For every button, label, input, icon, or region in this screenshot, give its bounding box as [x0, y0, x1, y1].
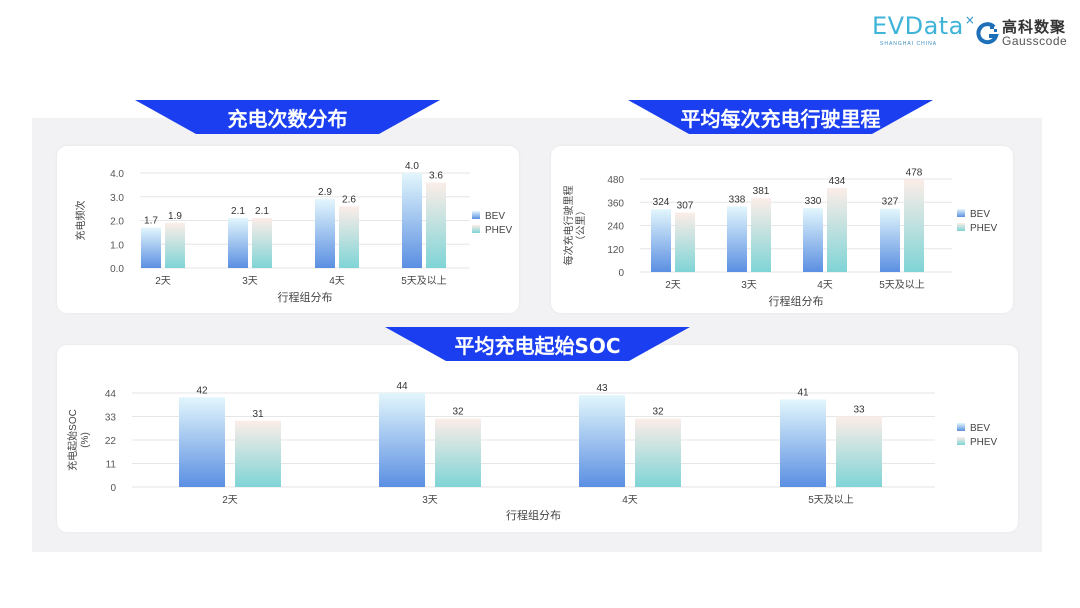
chart-title: 平均充电起始SOC: [454, 333, 621, 358]
banner-mileage: 平均每次充电行驶里程: [628, 100, 933, 134]
card-charge-count: [57, 146, 519, 313]
card-mileage: [551, 146, 1013, 313]
gausscode-en: Gausscode: [1002, 34, 1068, 48]
evdata-x-mark-icon: ×: [964, 13, 976, 27]
banner-soc: 平均充电起始SOC: [385, 327, 690, 361]
evdata-logo: EVData × SHANGHAI CHINA: [872, 14, 975, 47]
chart-title: 平均每次充电行驶里程: [680, 106, 881, 131]
banner-charge-count: 充电次数分布: [135, 100, 440, 134]
gausscode-cn: 高科数聚: [1002, 19, 1067, 36]
gausscode-mark-icon: [976, 21, 999, 44]
chart-title: 充电次数分布: [227, 106, 348, 131]
gausscode-logo: 高科数聚 Gausscode: [975, 20, 1067, 47]
evdata-logo-text: EVData: [872, 12, 964, 40]
evdata-logo-row: EVData ×: [872, 14, 975, 38]
evdata-logo-sub: SHANGHAI CHINA: [880, 41, 938, 47]
card-soc: [57, 345, 1018, 532]
